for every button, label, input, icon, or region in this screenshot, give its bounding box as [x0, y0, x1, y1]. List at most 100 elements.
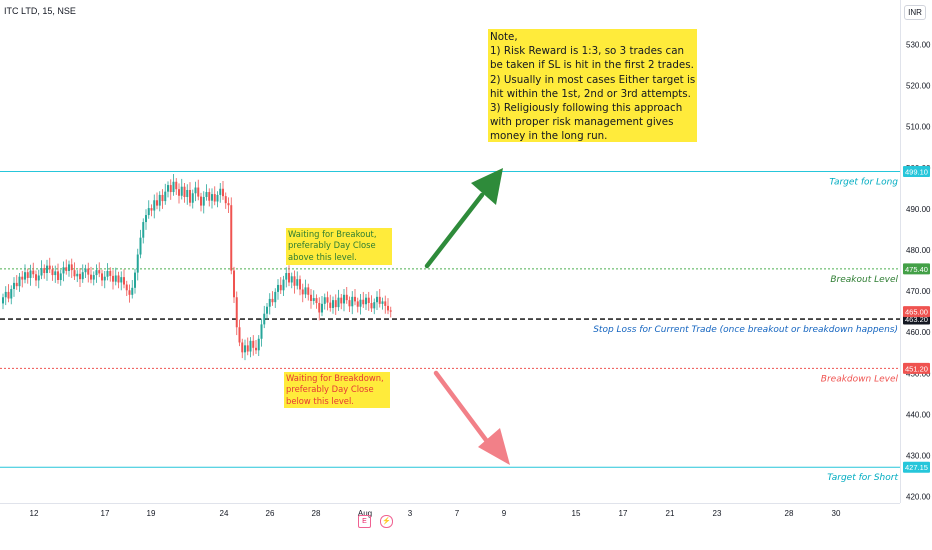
candle-body [301, 289, 304, 295]
candle-body [249, 340, 252, 352]
candle-body [169, 185, 172, 193]
candle-body [312, 298, 315, 301]
candle-body [134, 272, 136, 288]
candle-body [90, 274, 92, 280]
candle-body [337, 297, 340, 308]
candle-body [246, 345, 249, 352]
x-tick-label: 26 [266, 509, 275, 518]
candle-body [15, 282, 18, 287]
candle-body [178, 189, 180, 196]
candle-body [76, 273, 79, 277]
candle-body [285, 273, 288, 280]
candle-body [208, 192, 211, 201]
candle-body [304, 287, 307, 295]
candle-body [81, 272, 84, 280]
level-price-tag: 427.15 [905, 463, 928, 472]
candle-body [32, 270, 35, 275]
candle-body [57, 271, 59, 281]
x-tick-label: 17 [619, 509, 628, 518]
candle-body [197, 187, 200, 197]
candle-body [180, 186, 183, 196]
y-tick-label: 520.00 [906, 82, 931, 91]
short-arrow-shaft [433, 370, 489, 443]
candle-body [216, 194, 219, 202]
candle-body [139, 237, 142, 255]
currency-button[interactable]: INR [904, 5, 926, 20]
candle-body [186, 189, 189, 197]
candle-body [43, 268, 46, 274]
candle-body [389, 310, 392, 312]
candle-body [136, 254, 139, 273]
candle-body [131, 287, 134, 295]
x-tick-label: 7 [455, 509, 460, 518]
x-tick-label: 28 [312, 509, 321, 518]
candle-body [244, 345, 246, 353]
candle-body [46, 265, 48, 274]
x-tick-label: 23 [713, 509, 722, 518]
level-price-tag-bg [903, 461, 930, 473]
candle-body [299, 279, 301, 290]
candle-body [227, 203, 230, 206]
candle-body [26, 272, 29, 278]
candle-body [370, 303, 373, 309]
candle-body [263, 313, 266, 325]
candle-body [21, 276, 24, 280]
candle-body [164, 191, 167, 202]
candle-body [183, 186, 186, 197]
candle-body [222, 188, 224, 197]
y-tick-label: 460.00 [906, 328, 931, 337]
y-tick-label: 490.00 [906, 205, 931, 214]
candle-body [202, 196, 205, 206]
symbol-title: ITC LTD, 15, NSE [4, 6, 76, 16]
level-label: Breakout Level [830, 275, 898, 285]
candle-body [367, 297, 370, 304]
candle-body [373, 302, 376, 309]
last-price-tag: 465.00 [905, 308, 928, 317]
candle-body [54, 271, 57, 276]
candle-body [98, 270, 101, 274]
candle-body [235, 297, 238, 328]
candle-body [219, 188, 222, 195]
candle-body [65, 267, 68, 271]
candle-body [241, 342, 244, 353]
candle-body [62, 267, 65, 274]
y-tick-label: 530.00 [906, 41, 931, 50]
x-tick-label: 15 [572, 509, 581, 518]
candle-body [153, 200, 156, 211]
y-tick-label: 480.00 [906, 246, 931, 255]
candle-body [92, 275, 95, 280]
candle-body [18, 276, 21, 287]
level-price-tag-bg [903, 263, 930, 275]
candle-body [318, 303, 321, 313]
candle-body [255, 347, 257, 351]
candle-body [29, 270, 32, 278]
candle-body [167, 185, 169, 192]
level-price-tag: 463.20 [905, 315, 928, 324]
note-callout: Note, 1) Risk Reward is 1:3, so 3 trades… [488, 29, 697, 143]
x-tick-label: 21 [666, 509, 675, 518]
candle-body [172, 181, 175, 193]
candle-body [142, 222, 145, 238]
candle-body [125, 284, 128, 291]
x-tick-label: 9 [502, 509, 507, 518]
earnings-event-icon[interactable]: E [358, 515, 371, 528]
breakout-callout: Waiting for Breakout, preferably Day Clo… [286, 228, 392, 265]
candle-body [70, 264, 73, 271]
candle-body [376, 296, 378, 303]
level-label: Stop Loss for Current Trade (once breako… [593, 325, 898, 335]
candle-body [123, 277, 125, 285]
candle-body [293, 276, 296, 286]
candle-body [48, 265, 51, 270]
candle-body [51, 269, 54, 276]
candle-body [114, 275, 117, 282]
dividend-event-icon[interactable]: ⚡ [380, 515, 393, 528]
candle-body [2, 297, 4, 304]
candle-body [326, 297, 329, 303]
x-tick-label: 19 [147, 509, 156, 518]
candle-body [189, 189, 191, 203]
candle-body [24, 272, 26, 280]
candle-body [112, 275, 114, 282]
candle-body [79, 273, 81, 280]
candle-body [252, 340, 255, 348]
